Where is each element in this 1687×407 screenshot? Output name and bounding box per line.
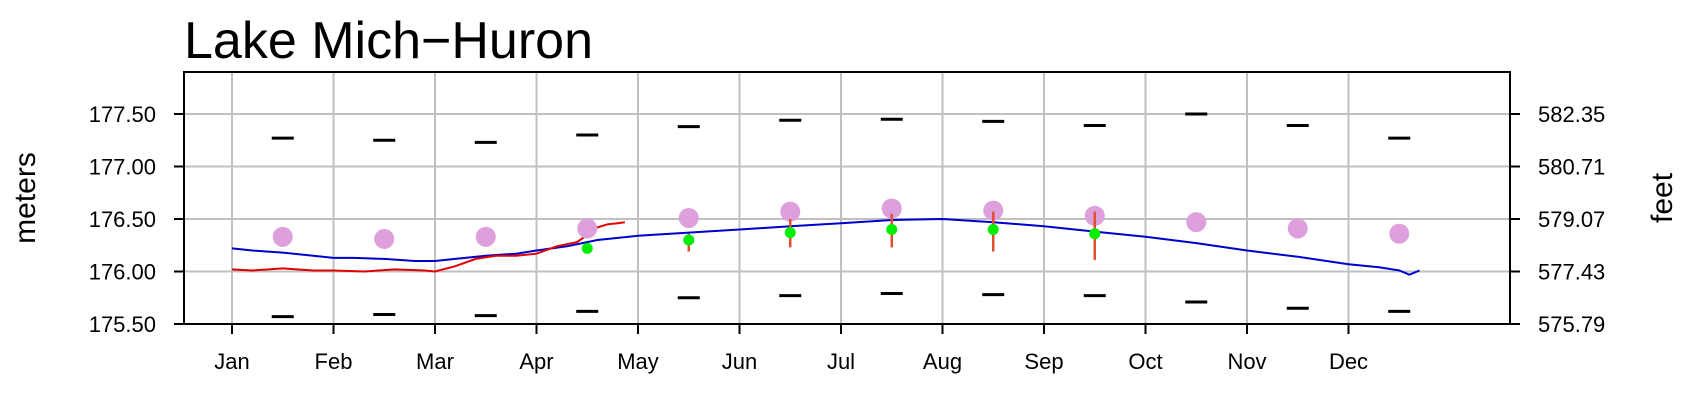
long-term-average-point	[780, 201, 801, 222]
plot-frame	[183, 71, 1511, 325]
long-term-average-point	[374, 228, 395, 249]
x-tick-label: Nov	[1227, 349, 1266, 374]
grid	[184, 72, 1510, 325]
x-tick-label: May	[617, 349, 659, 374]
long-term-average-point	[475, 226, 496, 247]
x-axis: Jan Feb Mar Apr May Jun Jul Aug Sep Oct Nov Dec	[214, 324, 1368, 374]
long-term-average-point	[1389, 223, 1410, 244]
x-tick-label: Jun	[722, 349, 757, 374]
y-tick-label-left: 175.50	[89, 312, 156, 337]
x-tick-label: Feb	[315, 349, 353, 374]
long-term-average-point	[577, 218, 598, 239]
forecast-point	[886, 224, 898, 235]
y-tick-label-left: 176.50	[89, 207, 156, 232]
y-tick-label-right: 575.79	[1538, 312, 1605, 337]
forecast-point	[683, 234, 695, 246]
forecast-point	[1089, 228, 1101, 240]
long-term-average-point	[678, 207, 699, 228]
y-tick-label-right: 580.71	[1538, 155, 1605, 180]
x-tick-label: Oct	[1128, 349, 1162, 374]
x-tick-label: Mar	[416, 349, 454, 374]
y-axis-right: 582.35 580.71 579.07 577.43 575.79	[1510, 102, 1605, 337]
forecast-point	[581, 242, 593, 254]
y-axis-right-title: feet	[1646, 172, 1679, 223]
y-axis-left: 177.50 177.00 176.50 176.00 175.50	[89, 102, 184, 337]
previous-year-line	[231, 217, 1420, 276]
y-axis-left-title: meters	[9, 152, 42, 244]
forecast-point	[784, 227, 796, 239]
x-tick-label: Jul	[827, 349, 855, 374]
y-tick-label-left: 177.50	[89, 102, 156, 127]
y-tick-label-right: 577.43	[1538, 260, 1605, 285]
forecast-point	[987, 224, 999, 235]
y-tick-label-left: 176.00	[89, 260, 156, 285]
y-tick-label-right: 582.35	[1538, 102, 1605, 127]
long-term-average-point	[881, 198, 902, 219]
x-tick-label: Jan	[214, 349, 249, 374]
chart-title: Lake Mich−Huron	[184, 12, 593, 70]
long-term-average-point	[1186, 212, 1207, 233]
long-term-average-point	[1287, 218, 1308, 239]
data-marks	[231, 112, 1420, 319]
y-tick-label-right: 579.07	[1538, 207, 1605, 232]
y-tick-label-left: 177.00	[89, 155, 156, 180]
long-term-average-point	[983, 200, 1004, 221]
long-term-average-point	[272, 226, 293, 247]
x-tick-label: Aug	[923, 349, 962, 374]
x-tick-label: Dec	[1329, 349, 1368, 374]
x-tick-label: Sep	[1024, 349, 1063, 374]
x-tick-label: Apr	[519, 349, 553, 374]
